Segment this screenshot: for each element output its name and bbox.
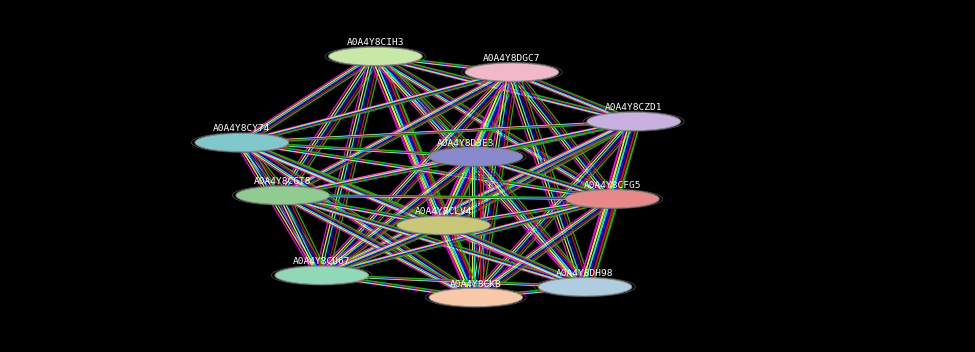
Ellipse shape bbox=[429, 288, 523, 307]
Text: A0A4Y8D3E3: A0A4Y8D3E3 bbox=[438, 139, 494, 148]
Ellipse shape bbox=[397, 216, 490, 234]
Ellipse shape bbox=[465, 63, 559, 81]
Text: A0A4Y8CZD1: A0A4Y8CZD1 bbox=[605, 103, 662, 112]
Ellipse shape bbox=[275, 266, 369, 284]
Ellipse shape bbox=[329, 47, 422, 65]
Text: A0A4Y8CY74: A0A4Y8CY74 bbox=[214, 124, 270, 133]
Text: A0A4Y8DGC7: A0A4Y8DGC7 bbox=[484, 54, 540, 63]
Ellipse shape bbox=[538, 278, 632, 296]
Ellipse shape bbox=[236, 186, 330, 205]
Text: A0A4Y8DH98: A0A4Y8DH98 bbox=[557, 269, 613, 278]
Ellipse shape bbox=[587, 112, 681, 131]
Text: A0A4Y8CKB: A0A4Y8CKB bbox=[449, 279, 502, 289]
Text: A0A4Y8CGT8: A0A4Y8CGT8 bbox=[254, 177, 311, 187]
Text: A0A4Y8CLV4: A0A4Y8CLV4 bbox=[415, 207, 472, 216]
Text: A0A4Y8CIH3: A0A4Y8CIH3 bbox=[347, 38, 404, 47]
Ellipse shape bbox=[429, 147, 523, 166]
Ellipse shape bbox=[566, 190, 659, 208]
Text: A0A4Y8CFG5: A0A4Y8CFG5 bbox=[584, 181, 641, 190]
Ellipse shape bbox=[195, 133, 289, 152]
Text: A0A4Y8CU67: A0A4Y8CU67 bbox=[293, 257, 350, 266]
